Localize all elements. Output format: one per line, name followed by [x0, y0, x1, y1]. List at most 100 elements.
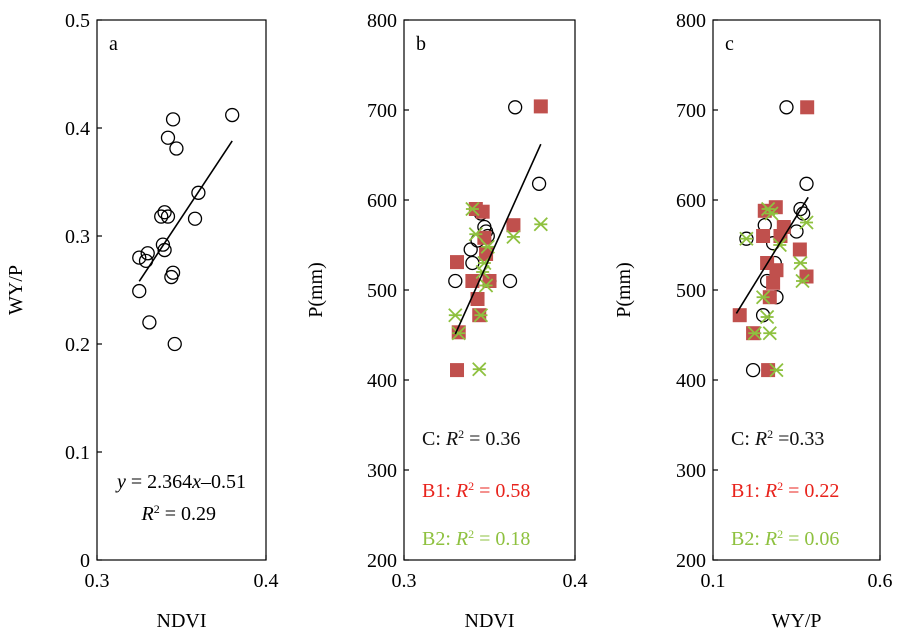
x-tick-label: 0.1	[701, 570, 726, 592]
data-point-b2	[759, 309, 775, 325]
data-point-b1	[506, 218, 521, 233]
data-point-series0	[165, 265, 181, 280]
plot-frame-c	[712, 19, 881, 561]
regression-line	[735, 196, 809, 314]
data-point-series0	[167, 336, 182, 352]
data-point-b1	[533, 99, 548, 114]
data-point-b2	[472, 362, 487, 377]
data-point-b2	[465, 201, 480, 217]
y-tick-label: 500	[367, 280, 397, 302]
data-point-b2	[533, 217, 548, 232]
y-tick-label: 400	[676, 370, 706, 392]
y-axis-label: P(mm)	[613, 262, 635, 318]
data-point-b1	[732, 308, 747, 323]
r2-annotation-3: B2: R2 = 0.18	[422, 527, 530, 550]
data-point-c	[745, 362, 761, 378]
panel-label: a	[109, 33, 118, 55]
data-point-b2	[451, 326, 466, 341]
y-tick-label: 600	[367, 190, 397, 212]
data-point-b1	[776, 220, 791, 234]
data-point-b2	[739, 231, 754, 246]
y-tick-label: 800	[367, 10, 397, 32]
data-point-b1	[800, 100, 815, 115]
data-point-b1	[450, 255, 465, 270]
y-tick-label: 300	[367, 460, 397, 482]
data-point-b2	[769, 362, 784, 378]
data-point-series0	[160, 130, 176, 145]
r2-annotation-1: C: R2 = 0.36	[422, 427, 520, 450]
data-point-b1	[761, 363, 776, 378]
y-tick-label: 600	[676, 190, 706, 212]
r2-annotation-2: B1: R2 = 0.22	[731, 479, 839, 502]
data-point-b1	[756, 229, 771, 243]
x-tick-label: 0.4	[563, 570, 588, 592]
regression-line	[454, 143, 542, 335]
y-tick-label: 200	[367, 550, 397, 572]
y-tick-label: 300	[676, 460, 706, 482]
y-tick-label: 500	[676, 280, 706, 302]
data-point-b2	[795, 273, 810, 289]
data-point-series0	[154, 209, 169, 224]
panel-label: b	[416, 33, 426, 55]
data-point-c	[502, 273, 518, 289]
panel-label: c	[725, 33, 734, 55]
data-point-series0	[191, 185, 206, 200]
data-point-b2	[755, 290, 771, 305]
data-point-b2	[764, 206, 779, 221]
y-tick-label: 0.3	[65, 226, 90, 248]
data-point-series0	[132, 250, 147, 265]
data-point-b2	[478, 278, 494, 293]
y-tick-label: 800	[676, 10, 706, 32]
x-axis-label: NDVI	[157, 610, 207, 632]
data-point-b2	[799, 215, 814, 230]
x-axis-label: NDVI	[465, 610, 515, 632]
x-tick-label: 0.3	[392, 570, 417, 592]
data-point-series0	[155, 237, 171, 252]
r2-annotation-2: B1: R2 = 0.58	[422, 479, 530, 502]
data-point-b1	[450, 363, 465, 378]
r2-annotation: R2 = 0.29	[141, 502, 217, 525]
r2-annotation-3: B2: R2 = 0.06	[731, 527, 839, 550]
plot-frame-a	[96, 19, 267, 561]
data-point-b1	[792, 242, 807, 257]
data-point-b2	[747, 326, 762, 341]
x-tick-label: 0.3	[85, 570, 110, 592]
data-point-series0	[225, 107, 240, 123]
data-point-b1	[766, 275, 781, 290]
data-point-b2	[506, 229, 521, 245]
regression-line	[138, 140, 233, 282]
data-point-series0	[169, 141, 184, 156]
data-point-series0	[132, 283, 147, 299]
regression-equation: y = 2.364x–0.51	[115, 471, 246, 493]
x-tick-label: 0.6	[868, 570, 893, 592]
data-point-c	[508, 100, 523, 115]
y-tick-label: 200	[676, 550, 706, 572]
data-point-b2	[473, 308, 489, 323]
data-point-series0	[142, 315, 157, 330]
y-tick-label: 700	[676, 100, 706, 122]
data-point-series0	[157, 205, 172, 220]
x-tick-label: 0.4	[254, 570, 279, 592]
data-point-c	[779, 100, 794, 115]
x-axis-label: WY/P	[772, 610, 822, 632]
data-point-b2	[448, 308, 463, 323]
data-point-series0	[160, 209, 176, 224]
data-point-c	[448, 273, 463, 289]
y-tick-label: 0.1	[65, 442, 90, 464]
data-point-b2	[762, 326, 777, 341]
data-point-b1	[475, 204, 490, 219]
data-point-series0	[165, 112, 181, 127]
y-tick-label: 0.5	[65, 10, 90, 32]
y-axis-label: P(mm)	[305, 262, 327, 318]
y-tick-label: 0	[80, 550, 90, 572]
y-tick-label: 400	[367, 370, 397, 392]
data-point-series0	[187, 211, 203, 226]
data-point-c	[463, 242, 478, 257]
data-point-c	[799, 176, 814, 191]
y-tick-label: 700	[367, 100, 397, 122]
data-point-b2	[793, 255, 808, 271]
y-tick-label: 0.2	[65, 334, 90, 356]
data-point-b1	[470, 292, 485, 306]
r2-annotation-1: C: R2 =0.33	[731, 427, 824, 450]
